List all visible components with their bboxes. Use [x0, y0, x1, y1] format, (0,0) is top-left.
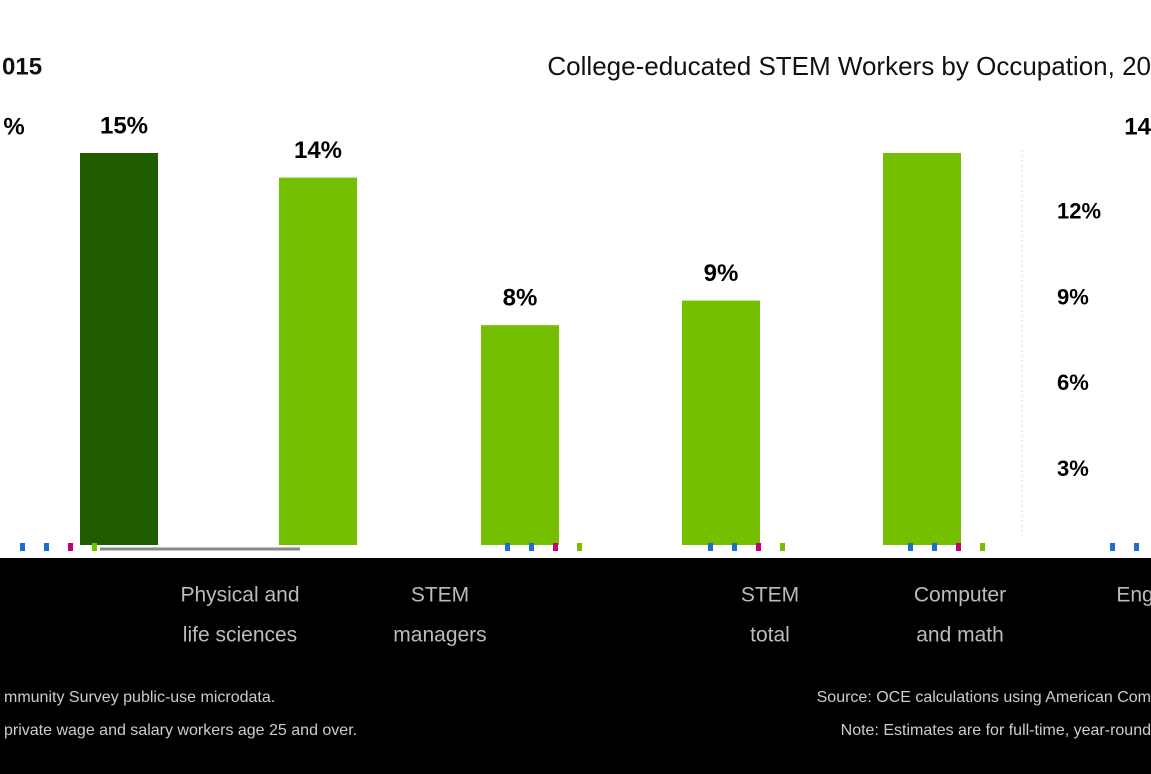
legend-tick [908, 543, 913, 551]
legend-tick [708, 543, 713, 551]
x-tick-label: Computer [914, 584, 1006, 607]
legend-tick [577, 543, 582, 551]
footnote: private wage and salary workers age 25 a… [4, 722, 357, 739]
legend-tick [92, 543, 97, 551]
bar [80, 153, 158, 545]
x-tick-label: life sciences [183, 624, 297, 647]
value-label: 15% [100, 112, 148, 139]
bar [682, 300, 760, 545]
x-tick-label: Physical and [180, 584, 299, 607]
x-tick-label: STEM [741, 584, 799, 607]
annotation: 14 [1124, 113, 1151, 140]
legend-tick [505, 543, 510, 551]
value-label: 9% [704, 260, 739, 287]
y2-tick-label: 12% [1057, 199, 1101, 224]
legend-tick [1110, 543, 1115, 551]
legend-tick [553, 543, 558, 551]
legend-tick [68, 543, 73, 551]
chart-title: College-educated STEM Workers by Occupat… [547, 51, 1151, 81]
value-label: 14% [294, 137, 342, 164]
footer-band [0, 558, 1151, 774]
bar [883, 153, 961, 545]
annotation: % [3, 113, 24, 140]
x-tick-label: and math [916, 624, 1004, 647]
bar [481, 325, 559, 545]
footnote: Note: Estimates are for full-time, year-… [841, 722, 1151, 739]
footnote: Source: OCE calculations using American … [817, 689, 1151, 706]
x-tick-label: managers [393, 624, 486, 647]
legend-tick [732, 543, 737, 551]
y2-tick-label: 6% [1057, 370, 1089, 395]
legend-tick [932, 543, 937, 551]
corner-label: 015 [2, 53, 42, 80]
legend-tick [529, 543, 534, 551]
legend-tick [44, 543, 49, 551]
y2-tick-label: 3% [1057, 456, 1089, 481]
bar [279, 177, 357, 545]
legend-tick [756, 543, 761, 551]
legend-tick [1134, 543, 1139, 551]
x-tick-label: total [750, 624, 790, 647]
footnote: mmunity Survey public-use microdata. [4, 689, 275, 706]
y2-tick-label: 9% [1057, 284, 1089, 309]
x-tick-label: STEM [411, 584, 469, 607]
legend-tick [780, 543, 785, 551]
value-label: 8% [503, 285, 538, 312]
legend-tick [980, 543, 985, 551]
legend-tick [20, 543, 25, 551]
x-tick-label: Eng [1116, 584, 1151, 607]
legend-tick [956, 543, 961, 551]
